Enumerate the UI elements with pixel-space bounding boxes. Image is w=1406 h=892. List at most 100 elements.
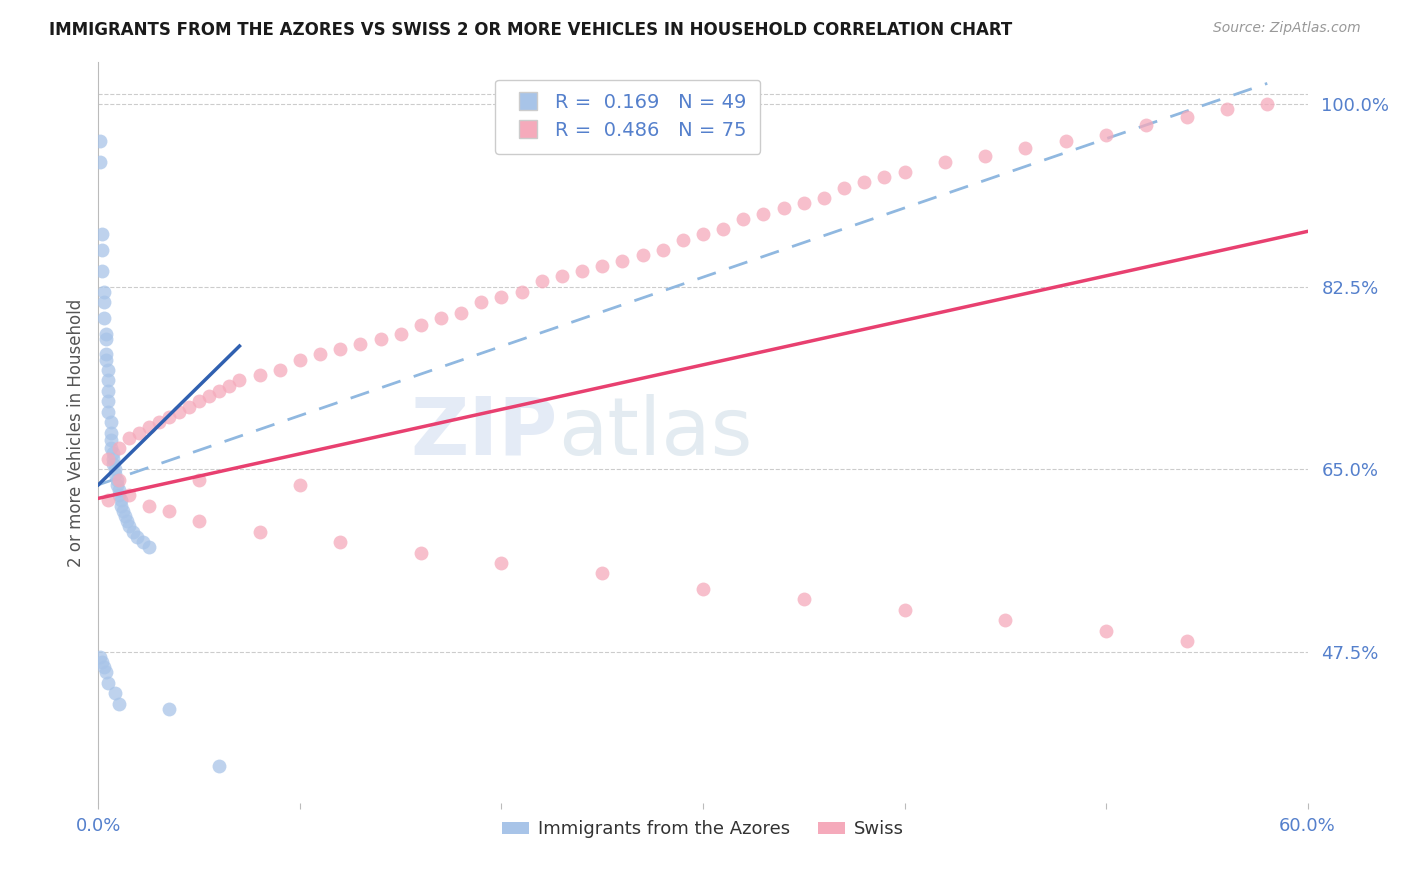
Point	[793, 592, 815, 607]
Point	[103, 462, 125, 476]
Point	[198, 389, 221, 403]
Point	[179, 400, 201, 414]
Point	[1135, 118, 1157, 132]
Point	[249, 524, 271, 539]
Point	[105, 473, 128, 487]
Point	[711, 222, 734, 236]
Point	[491, 290, 513, 304]
Point	[97, 363, 120, 377]
Point	[107, 442, 129, 456]
Point	[157, 702, 180, 716]
Point	[97, 493, 120, 508]
Point	[832, 180, 855, 194]
Point	[893, 165, 915, 179]
Point	[1175, 110, 1198, 124]
Point	[91, 264, 114, 278]
Text: IMMIGRANTS FROM THE AZORES VS SWISS 2 OR MORE VEHICLES IN HOUSEHOLD CORRELATION : IMMIGRANTS FROM THE AZORES VS SWISS 2 OR…	[49, 21, 1012, 38]
Point	[631, 248, 654, 262]
Point	[91, 243, 114, 257]
Point	[138, 541, 160, 555]
Point	[772, 202, 794, 216]
Point	[91, 655, 114, 669]
Point	[107, 697, 129, 711]
Point	[450, 306, 472, 320]
Point	[188, 514, 211, 528]
Point	[389, 326, 412, 341]
Point	[96, 352, 118, 367]
Point	[692, 227, 714, 242]
Point	[114, 509, 136, 524]
Point	[100, 433, 122, 447]
Point	[853, 175, 876, 189]
Point	[873, 170, 896, 185]
Text: ZIP: ZIP	[411, 393, 558, 472]
Point	[1095, 624, 1118, 638]
Point	[121, 524, 143, 539]
Point	[110, 499, 132, 513]
Point	[115, 514, 138, 528]
Point	[188, 394, 211, 409]
Point	[934, 154, 956, 169]
Point	[893, 603, 915, 617]
Point	[269, 363, 291, 377]
Point	[97, 451, 120, 466]
Point	[288, 352, 311, 367]
Point	[208, 759, 231, 773]
Legend: Immigrants from the Azores, Swiss: Immigrants from the Azores, Swiss	[495, 814, 911, 846]
Point	[138, 420, 160, 434]
Point	[91, 227, 114, 242]
Point	[97, 384, 120, 398]
Point	[1216, 103, 1239, 117]
Point	[125, 530, 148, 544]
Point	[93, 295, 115, 310]
Point	[100, 442, 122, 456]
Point	[752, 207, 775, 221]
Point	[733, 211, 755, 226]
Point	[101, 457, 124, 471]
Point	[97, 676, 120, 690]
Point	[591, 259, 613, 273]
Point	[103, 686, 125, 700]
Point	[612, 253, 634, 268]
Point	[128, 425, 150, 440]
Y-axis label: 2 or more Vehicles in Household: 2 or more Vehicles in Household	[66, 299, 84, 566]
Point	[551, 269, 574, 284]
Point	[93, 285, 115, 299]
Point	[651, 243, 673, 257]
Point	[370, 332, 392, 346]
Point	[571, 264, 593, 278]
Point	[1095, 128, 1118, 143]
Point	[188, 473, 211, 487]
Point	[138, 499, 160, 513]
Point	[672, 233, 695, 247]
Point	[692, 582, 714, 596]
Point	[118, 488, 141, 502]
Point	[89, 134, 111, 148]
Point	[591, 566, 613, 581]
Text: Source: ZipAtlas.com: Source: ZipAtlas.com	[1213, 21, 1361, 35]
Point	[89, 154, 111, 169]
Point	[93, 310, 115, 325]
Point	[430, 310, 453, 325]
Point	[329, 535, 352, 549]
Point	[288, 477, 311, 491]
Point	[228, 374, 250, 388]
Point	[1054, 134, 1077, 148]
Point	[107, 483, 129, 497]
Text: atlas: atlas	[558, 393, 752, 472]
Point	[107, 488, 129, 502]
Point	[96, 347, 118, 361]
Point	[1014, 141, 1036, 155]
Point	[96, 332, 118, 346]
Point	[118, 519, 141, 533]
Point	[110, 493, 132, 508]
Point	[100, 415, 122, 429]
Point	[132, 535, 155, 549]
Point	[93, 660, 115, 674]
Point	[107, 473, 129, 487]
Point	[167, 405, 190, 419]
Point	[148, 415, 170, 429]
Point	[793, 196, 815, 211]
Point	[96, 665, 118, 680]
Point	[1256, 97, 1278, 112]
